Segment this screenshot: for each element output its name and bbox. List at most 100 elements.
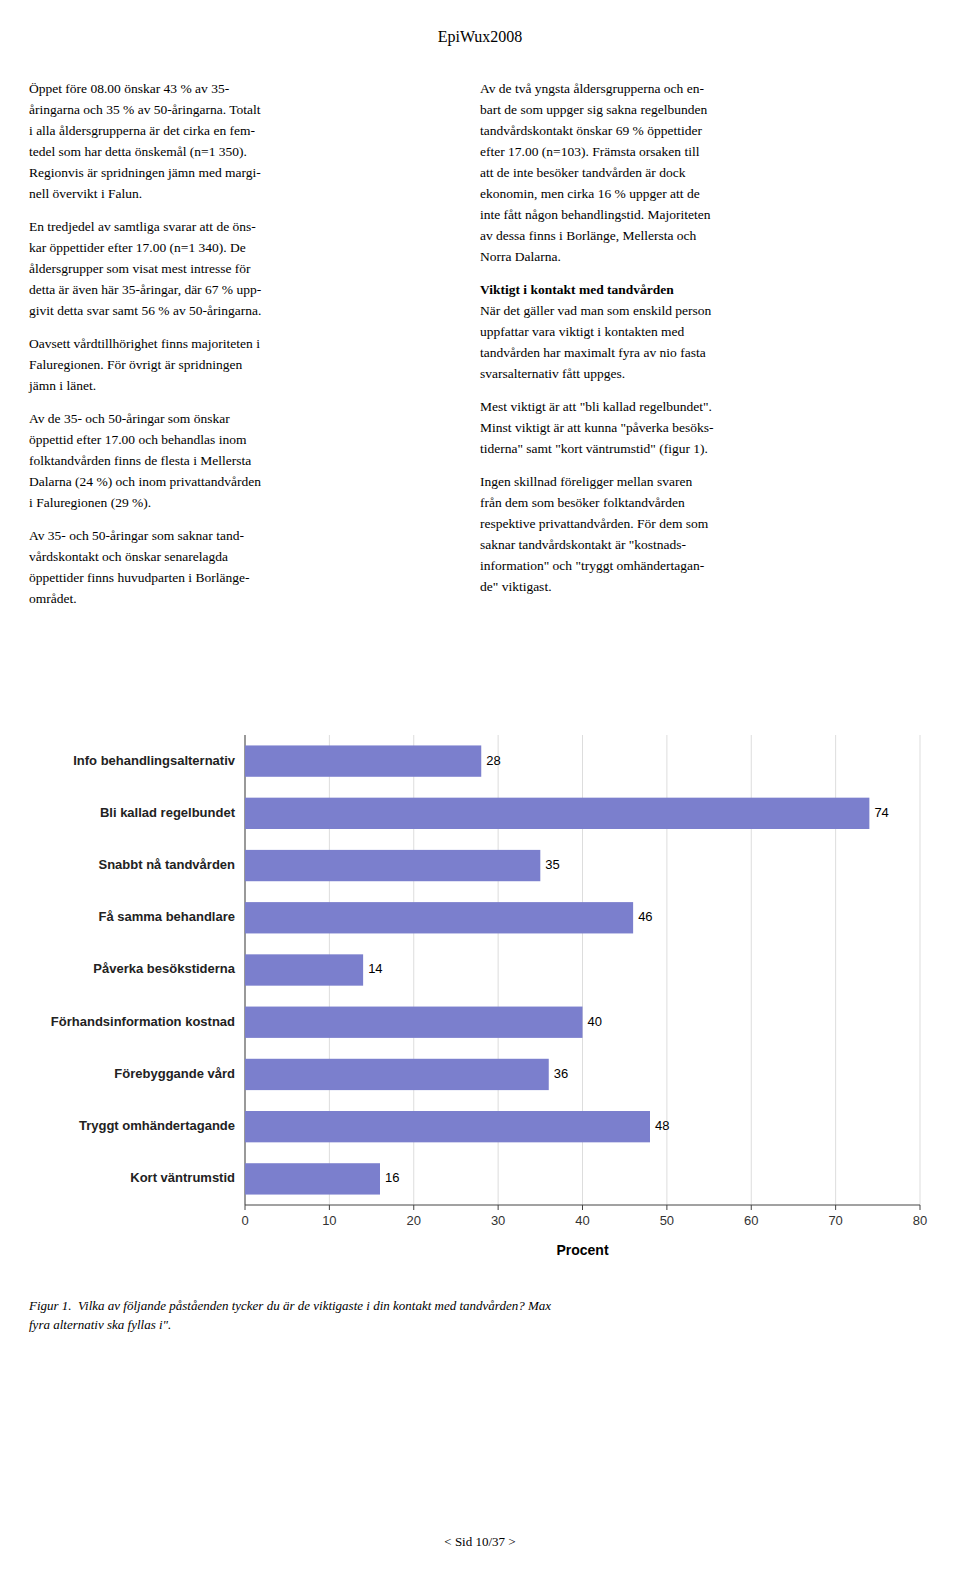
text-line: kar öppettider efter 17.00 (n=1 340). De xyxy=(29,237,459,258)
category-label: Snabbt nå tandvården xyxy=(98,857,235,872)
data-label: 16 xyxy=(385,1170,399,1185)
text-line: uppfattar vara viktigt i kontakten med xyxy=(480,321,930,342)
tick-label: 50 xyxy=(660,1213,674,1228)
text-line: i Faluregionen (29 %). xyxy=(29,492,459,513)
text-line: vårdskontakt och önskar senarelagda xyxy=(29,546,459,567)
category-label: Info behandlingsalternativ xyxy=(73,753,236,768)
text-line: tiderna" samt "kort väntrumstid" (figur … xyxy=(480,438,930,459)
paragraph: Av de två yngsta åldersgrupperna och en-… xyxy=(480,78,930,267)
tick-label: 40 xyxy=(575,1213,589,1228)
tick-label: 30 xyxy=(491,1213,505,1228)
paragraph: Av de 35- och 50-åringar som önskaröppet… xyxy=(29,408,459,513)
text-line: ekonomin, men cirka 16 % uppger att de xyxy=(480,183,930,204)
paragraph: Av 35- och 50-åringar som saknar tand-vå… xyxy=(29,525,459,609)
text-line: av dessa finns i Borlänge, Mellersta och xyxy=(480,225,930,246)
text-line: i alla åldersgrupperna är det cirka en f… xyxy=(29,120,459,141)
data-label: 74 xyxy=(874,805,888,820)
tick-label: 10 xyxy=(322,1213,336,1228)
data-label: 36 xyxy=(554,1066,568,1081)
text-line: respektive privattandvården. För dem som xyxy=(480,513,930,534)
bar xyxy=(245,745,481,776)
paragraph: Öppet före 08.00 önskar 43 % av 35-åring… xyxy=(29,78,459,204)
bars xyxy=(245,745,869,1194)
text-line: åringarna och 35 % av 50-åringarna. Tota… xyxy=(29,99,459,120)
text-line: området. xyxy=(29,588,459,609)
right-column: Av de två yngsta åldersgrupperna och en-… xyxy=(480,78,930,609)
tick-label: 80 xyxy=(913,1213,927,1228)
text-line: att de inte besöker tandvården är dock xyxy=(480,162,930,183)
text-line: nell övervikt i Falun. xyxy=(29,183,459,204)
text-line: Av de 35- och 50-åringar som önskar xyxy=(29,408,459,429)
text-line: information" och "tryggt omhändertagan- xyxy=(480,555,930,576)
text-line: öppettid efter 17.00 och behandlas inom xyxy=(29,429,459,450)
text-line: de" viktigast. xyxy=(480,576,930,597)
paragraph: Oavsett vårdtillhörighet finns majoritet… xyxy=(29,333,459,396)
labels: Info behandlingsalternativ 28 Bli kallad r… xyxy=(51,753,889,1186)
tick-mark xyxy=(751,1205,752,1210)
tick-mark xyxy=(835,1205,836,1210)
text-line: En tredjedel av samtliga svarar att de ö… xyxy=(29,216,459,237)
data-label: 14 xyxy=(368,961,382,976)
bar xyxy=(245,1111,650,1142)
x-axis: 01020304050607080 xyxy=(241,735,927,1228)
caption-line: fyra alternativ ska fyllas i". xyxy=(29,1315,551,1334)
x-axis-line xyxy=(245,1205,920,1206)
tick-mark xyxy=(329,1205,330,1210)
footer: < Sid 10/37 > xyxy=(0,1534,960,1550)
text-line: Regionvis är spridningen jämn med margi- xyxy=(29,162,459,183)
text-line: Norra Dalarna. xyxy=(480,246,930,267)
text-line: Oavsett vårdtillhörighet finns majoritet… xyxy=(29,333,459,354)
text-line: efter 17.00 (n=103). Främsta orsaken til… xyxy=(480,141,930,162)
text-line: givit detta svar samt 56 % av 50-åringar… xyxy=(29,300,459,321)
page-title: EpiWux2008 xyxy=(0,28,960,46)
text-line: svarsalternativ fått uppges. xyxy=(480,363,930,384)
text-line: Dalarna (24 %) och inom privattandvården xyxy=(29,471,459,492)
bar xyxy=(245,1059,549,1090)
paragraph: Ingen skillnad föreligger mellan svarenf… xyxy=(480,471,930,597)
category-label: Få samma behandlare xyxy=(98,909,235,924)
data-label: 28 xyxy=(486,753,500,768)
text-line: Av de två yngsta åldersgrupperna och en- xyxy=(480,78,930,99)
category-label: Förhandsinformation kostnad xyxy=(51,1014,235,1029)
category-label: Påverka besöks­tiderna xyxy=(93,961,235,976)
x-axis-label: Procent xyxy=(556,1242,608,1258)
data-label: 35 xyxy=(545,857,559,872)
bar xyxy=(245,902,633,933)
paragraph: Viktigt i kontakt med tandvårdenNär det … xyxy=(480,279,930,384)
heading: Viktigt i kontakt med tandvården xyxy=(480,279,930,300)
text-line: Ingen skillnad föreligger mellan svaren xyxy=(480,471,930,492)
text-line: saknar tandvårdskontakt är "kostnads- xyxy=(480,534,930,555)
category-label: Förebyggande vård xyxy=(114,1066,235,1081)
grid xyxy=(245,735,920,1205)
tick-mark xyxy=(245,1205,246,1210)
data-label: 40 xyxy=(588,1014,602,1029)
chart: 01020304050607080Info behandlingsalterna… xyxy=(0,720,960,1280)
paragraph: En tredjedel av samtliga svarar att de ö… xyxy=(29,216,459,321)
caption: Figur 1. Vilka av följande påståenden ty… xyxy=(29,1296,551,1334)
data-label: 46 xyxy=(638,909,652,924)
category-label: Tryggt omhändertagande xyxy=(79,1118,235,1133)
bar xyxy=(245,1163,380,1194)
tick-mark xyxy=(666,1205,667,1210)
text-line: detta är även här 35-åringar, där 67 % u… xyxy=(29,279,459,300)
text-line: Minst viktigt är att kunna "påverka besö… xyxy=(480,417,930,438)
text-line: öppettider finns huvudparten i Borlänge- xyxy=(29,567,459,588)
text-line: Mest viktigt är att "bli kallad regelbun… xyxy=(480,396,930,417)
tick-mark xyxy=(498,1205,499,1210)
bar xyxy=(245,1007,583,1038)
text-line: folktandvården finns de flesta i Mellers… xyxy=(29,450,459,471)
data-label: 48 xyxy=(655,1118,669,1133)
tick-label: 60 xyxy=(744,1213,758,1228)
grid-line xyxy=(920,735,921,1205)
caption-line: Figur 1. Vilka av följande påståenden ty… xyxy=(29,1296,551,1315)
bar xyxy=(245,850,540,881)
tick-label: 0 xyxy=(241,1213,248,1228)
text-line: Faluregionen. För övrigt är spridningen xyxy=(29,354,459,375)
category-label: Bli kallad regelbundet xyxy=(100,805,236,820)
paragraph: Mest viktigt är att "bli kallad regelbun… xyxy=(480,396,930,459)
tick-mark xyxy=(413,1205,414,1210)
text-line: åldersgrupper som visat mest intresse fö… xyxy=(29,258,459,279)
text-line: När det gäller vad man som enskild perso… xyxy=(480,300,930,321)
text-line: tandvårdskontakt önskar 69 % öppettider xyxy=(480,120,930,141)
text-line: Av 35- och 50-åringar som saknar tand- xyxy=(29,525,459,546)
